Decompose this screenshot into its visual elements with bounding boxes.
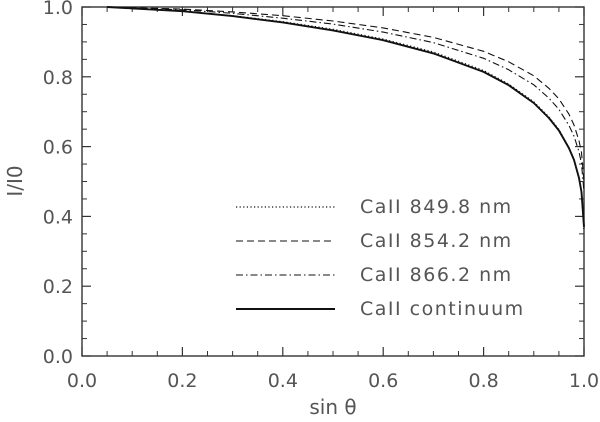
x-tick-label: 0.6	[368, 370, 398, 392]
x-tick-label: 0.8	[468, 370, 498, 392]
y-tick-label: 0.8	[43, 67, 73, 89]
axis-tick-labels: 0.0 0.2 0.4 0.6 0.8 1.0 0.0 0.2 0.4 0.6 0.8 1.0	[43, 0, 599, 392]
axis-ticks	[81, 6, 585, 357]
y-tick-label: 0.0	[43, 346, 73, 368]
x-tick-label: 0.4	[268, 370, 298, 392]
legend-label-2: CaII 854.2 nm	[360, 230, 513, 252]
series-line-4	[107, 6, 585, 227]
series-lines	[107, 6, 585, 231]
y-tick-label: 0.4	[43, 206, 73, 228]
x-tick-label: 1.0	[569, 370, 599, 392]
y-tick-label: 0.2	[43, 276, 73, 298]
legend-label-4: CaII continuum	[360, 298, 525, 320]
y-axis-label: I/I0	[3, 165, 27, 196]
x-tick-label: 0.2	[167, 370, 197, 392]
legend-label-3: CaII 866.2 nm	[360, 264, 513, 286]
y-tick-label: 0.6	[43, 137, 73, 159]
y-tick-label: 1.0	[43, 0, 73, 19]
legend-label-1: CaII 849.8 nm	[360, 196, 513, 218]
x-tick-label: 0.0	[67, 370, 97, 392]
legend: CaII 849.8 nm CaII 854.2 nm CaII 866.2 nm C…	[236, 196, 525, 320]
series-line-3	[107, 6, 585, 193]
x-axis-label: sin θ	[309, 395, 356, 419]
